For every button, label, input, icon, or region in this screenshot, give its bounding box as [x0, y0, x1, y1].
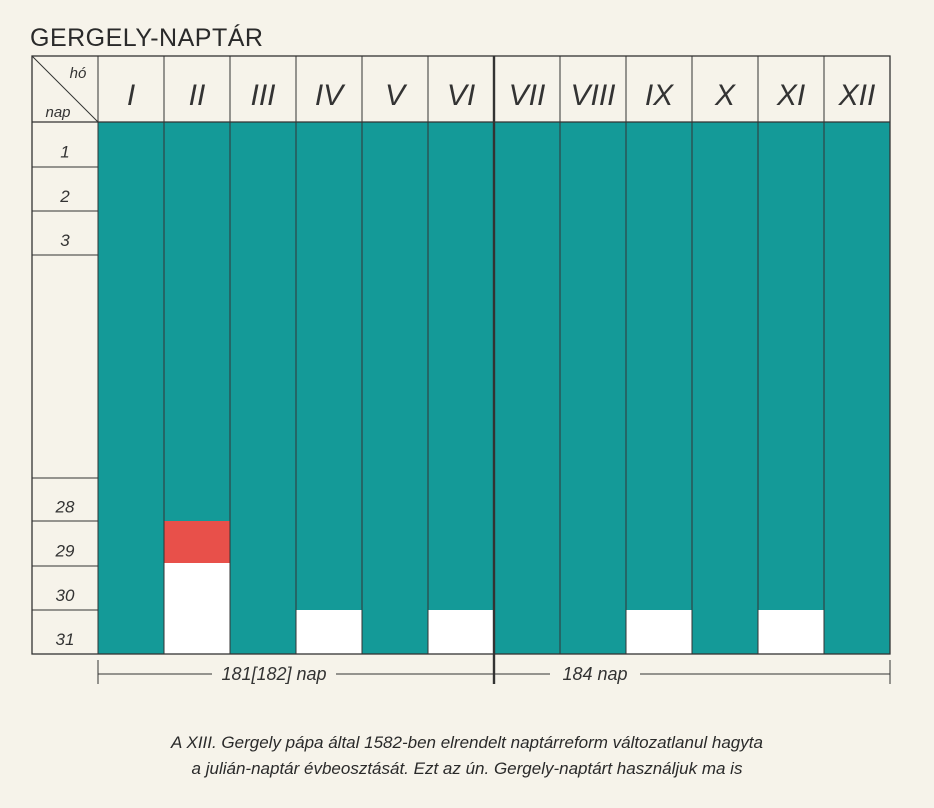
- day-label-3: 3: [60, 231, 70, 250]
- header-diagonal: [31, 55, 99, 123]
- first-half-label: 181[182] nap: [221, 664, 326, 684]
- day-label-31: 31: [56, 630, 75, 649]
- month-label-9: IX: [645, 79, 674, 112]
- calendar-title: GERGELY-NAPTÁR: [30, 24, 264, 52]
- month-fill-3: [230, 122, 296, 654]
- half-year-spans: 181[182] nap 184 nap: [97, 660, 891, 684]
- month-fill-1: [98, 122, 164, 654]
- month-label-3: III: [250, 79, 275, 112]
- month-fill-12: [824, 122, 890, 654]
- month-fill-4: [296, 122, 362, 610]
- day-label-28: 28: [55, 498, 75, 517]
- month-fill-9: [626, 122, 692, 610]
- month-label-12: XII: [838, 79, 876, 112]
- month-fill-5: [362, 122, 428, 654]
- month-label-7: VII: [509, 79, 546, 112]
- caption-line-1: A XIII. Gergely pápa által 1582-ben elre…: [171, 733, 763, 752]
- caption-line-2: a julián-naptár évbeosztását. Ezt az ún.…: [191, 759, 743, 778]
- month-fill-11: [758, 122, 824, 610]
- day-label-30: 30: [56, 586, 75, 605]
- month-fill-7: [494, 122, 560, 654]
- day-label-1: 1: [60, 143, 69, 162]
- month-label-11: XI: [776, 79, 805, 112]
- day-label-29: 29: [55, 542, 75, 561]
- month-label-10: X: [714, 79, 736, 112]
- month-label-5: V: [385, 79, 408, 112]
- month-label-2: II: [189, 79, 206, 112]
- month-fills: [98, 122, 890, 654]
- month-label-1: I: [127, 79, 135, 112]
- day-label-2: 2: [59, 187, 70, 206]
- leap-day-fill: [164, 521, 230, 563]
- month-label-4: IV: [315, 79, 346, 112]
- month-label-6: VI: [447, 79, 475, 112]
- month-label-8: VIII: [570, 79, 615, 112]
- grid-lines: [31, 55, 891, 684]
- month-fill-6: [428, 122, 494, 610]
- month-fill-2: [164, 122, 230, 521]
- month-fill-10: [692, 122, 758, 654]
- caption: A XIII. Gergely pápa által 1582-ben elre…: [0, 730, 934, 782]
- month-axis-label: hó: [70, 65, 87, 82]
- second-half-label: 184 nap: [562, 664, 627, 684]
- month-fill-8: [560, 122, 626, 654]
- day-axis-label: nap: [45, 104, 70, 121]
